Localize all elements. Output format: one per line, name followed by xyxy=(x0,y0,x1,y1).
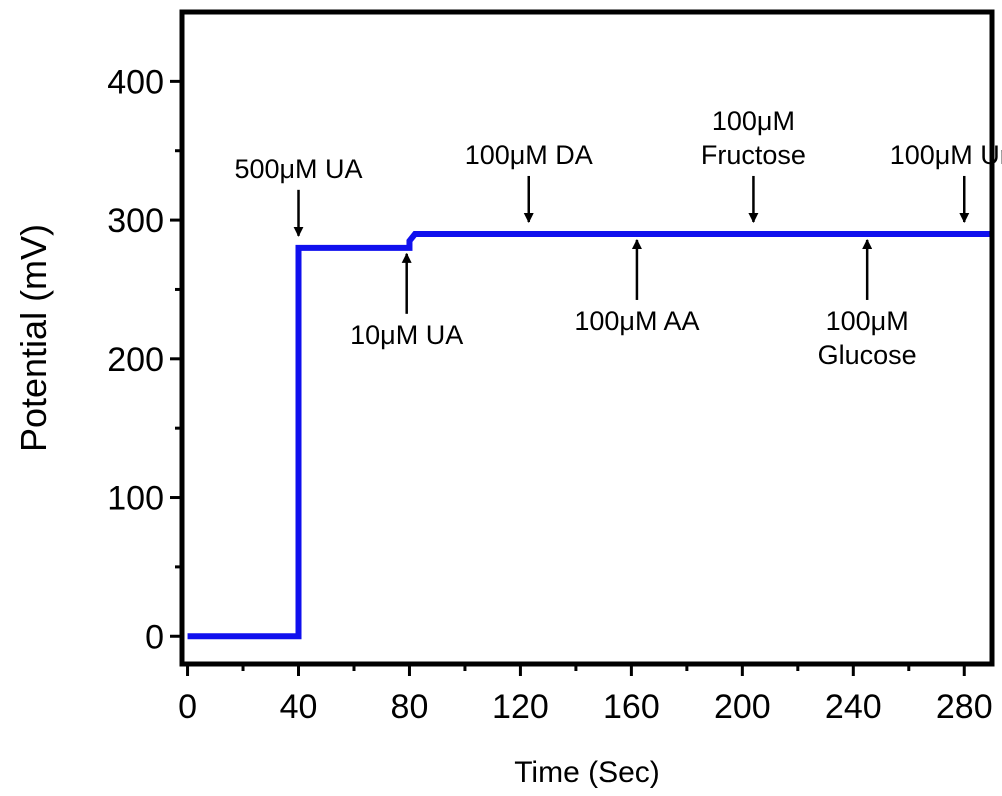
y-tick-label: 200 xyxy=(107,341,164,379)
annotation-label: 100μM xyxy=(826,306,909,336)
annotation: 500μM UA xyxy=(234,154,363,237)
y-tick-label: 0 xyxy=(145,618,164,656)
y-tick-label: 100 xyxy=(107,480,164,518)
x-tick-label: 0 xyxy=(178,688,197,726)
annotation-layer: 500μM UA 10μM UA 100μM DA 100μM AA 100μM Fruc… xyxy=(234,106,1002,370)
annotation-label: 100μM DA xyxy=(465,140,593,170)
annotation: 100μM AA xyxy=(574,238,700,336)
annotation: 100μM Fructose xyxy=(701,106,806,223)
y-tick-label: 300 xyxy=(107,202,164,240)
x-axis-title: Time (Sec) xyxy=(514,756,660,789)
x-tick-label: 40 xyxy=(280,688,318,726)
x-tick-label: 280 xyxy=(936,688,993,726)
plot-frame xyxy=(179,9,995,667)
y-axis-title: Potential (mV) xyxy=(13,224,54,452)
annotation-label: Fructose xyxy=(701,140,806,170)
annotation: 100μM DA xyxy=(465,140,593,223)
y-tick-label: 400 xyxy=(107,63,164,101)
annotation: 10μM UA xyxy=(350,252,463,350)
annotation-label: Glucose xyxy=(818,340,917,370)
annotation-label: 10μM UA xyxy=(350,320,463,350)
series-layer xyxy=(187,230,992,640)
x-tick-label: 160 xyxy=(603,688,660,726)
x-tick-label: 120 xyxy=(492,688,549,726)
annotation-label: 100μM Urea xyxy=(890,140,1002,170)
annotation: 100μM Urea xyxy=(890,140,1002,223)
x-tick-label: 80 xyxy=(391,688,429,726)
x-tick-label: 240 xyxy=(825,688,882,726)
series-line xyxy=(187,230,992,640)
annotation-label: 500μM UA xyxy=(234,154,362,184)
x-tick-label: 200 xyxy=(714,688,771,726)
annotation: 100μM Glucose xyxy=(818,238,917,370)
annotation-label: 100μM AA xyxy=(574,306,699,336)
annotation-label: 100μM xyxy=(712,106,795,136)
